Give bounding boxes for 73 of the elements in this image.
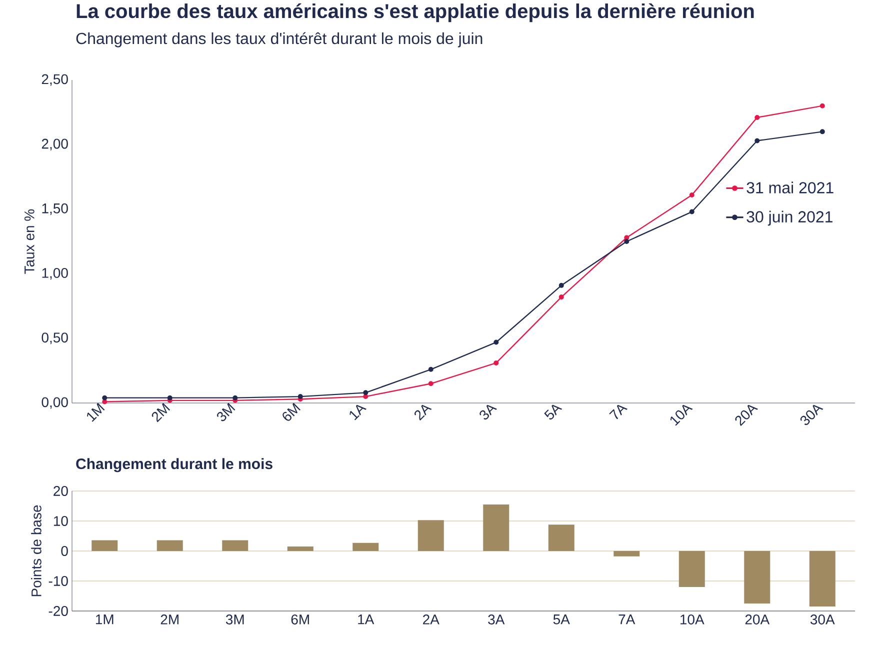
y-tick-label: 2,50 <box>42 74 68 86</box>
x-tick-label: 10A <box>680 614 704 624</box>
x-tick-label: 20A <box>735 404 758 426</box>
point <box>232 395 238 400</box>
x-tick-label: 2M <box>160 614 178 624</box>
x-tick-label: 5A <box>544 404 562 420</box>
point <box>428 381 434 386</box>
bar <box>548 524 574 552</box>
bar <box>418 520 444 552</box>
y-axis-title: Taux en % <box>24 209 34 274</box>
y-tick-label: -20 <box>48 606 68 616</box>
y-axis-title: Points de base <box>31 505 42 596</box>
y-tick-label: 1,50 <box>42 203 68 215</box>
x-tick-label: 7A <box>618 614 636 624</box>
point <box>558 294 564 300</box>
bar <box>222 540 248 552</box>
x-tick-label: 10A <box>670 404 693 426</box>
x-tick-label: 1A <box>350 404 367 420</box>
point <box>494 360 499 366</box>
point <box>494 340 499 345</box>
bar <box>92 540 118 552</box>
point <box>624 239 630 244</box>
y-tick-label: 10 <box>54 516 68 526</box>
y-tick-label: 2,00 <box>42 138 68 150</box>
y-tick-label: 0,50 <box>42 332 68 344</box>
chart-title: Changement durant le mois <box>76 458 272 472</box>
x-tick-label: 2M <box>152 402 170 422</box>
point <box>754 114 760 120</box>
x-tick-label: 6M <box>282 402 300 421</box>
bar <box>483 504 510 552</box>
x-tick-label: 1M <box>87 402 105 422</box>
y-tick-label: 20 <box>54 486 68 496</box>
point <box>102 395 108 400</box>
x-tick-label: 7A <box>609 404 628 420</box>
point <box>363 394 368 400</box>
point <box>820 129 825 134</box>
chart-title: La courbe des taux américains s'est applatie depuis la dernière réunion <box>76 3 754 22</box>
x-tick-label: 2A <box>423 614 440 624</box>
x-tick-label: 3A <box>488 614 505 624</box>
point <box>689 209 694 214</box>
point <box>754 138 760 144</box>
point <box>558 282 564 288</box>
y-tick-label: 0,00 <box>42 397 68 409</box>
point <box>428 366 434 372</box>
point <box>689 192 694 198</box>
x-tick-label: 30A <box>800 404 824 426</box>
bar <box>744 551 770 604</box>
x-tick-label: 30A <box>810 614 835 624</box>
y-tick-label: 0 <box>61 546 68 556</box>
bar <box>809 551 836 606</box>
bar <box>678 551 705 587</box>
bar <box>614 551 640 556</box>
x-tick-label: 1M <box>96 614 114 624</box>
x-tick-label: 3M <box>226 614 244 624</box>
chart-subtitle: Changement dans les taux d'intérêt durant le mois de juin <box>76 32 482 48</box>
y-tick-label: -10 <box>48 576 68 586</box>
point <box>363 390 368 396</box>
bar <box>156 540 183 552</box>
x-tick-label: 2A <box>414 404 432 421</box>
y-tick-label: 1,00 <box>42 268 68 280</box>
legend-label: 30 juin 2021 <box>746 210 832 226</box>
x-tick-label: 5A <box>553 614 570 624</box>
x-tick-label: 1A <box>358 614 374 624</box>
point <box>167 395 172 400</box>
point <box>298 394 303 400</box>
bar <box>287 546 314 552</box>
x-tick-label: 6M <box>291 614 309 624</box>
x-tick-label: 3A <box>480 404 498 420</box>
point <box>820 103 825 108</box>
x-tick-label: 20A <box>745 614 770 624</box>
bar <box>352 542 379 552</box>
x-tick-label: 3M <box>217 402 236 422</box>
legend-label: 31 mai 2021 <box>746 182 834 194</box>
